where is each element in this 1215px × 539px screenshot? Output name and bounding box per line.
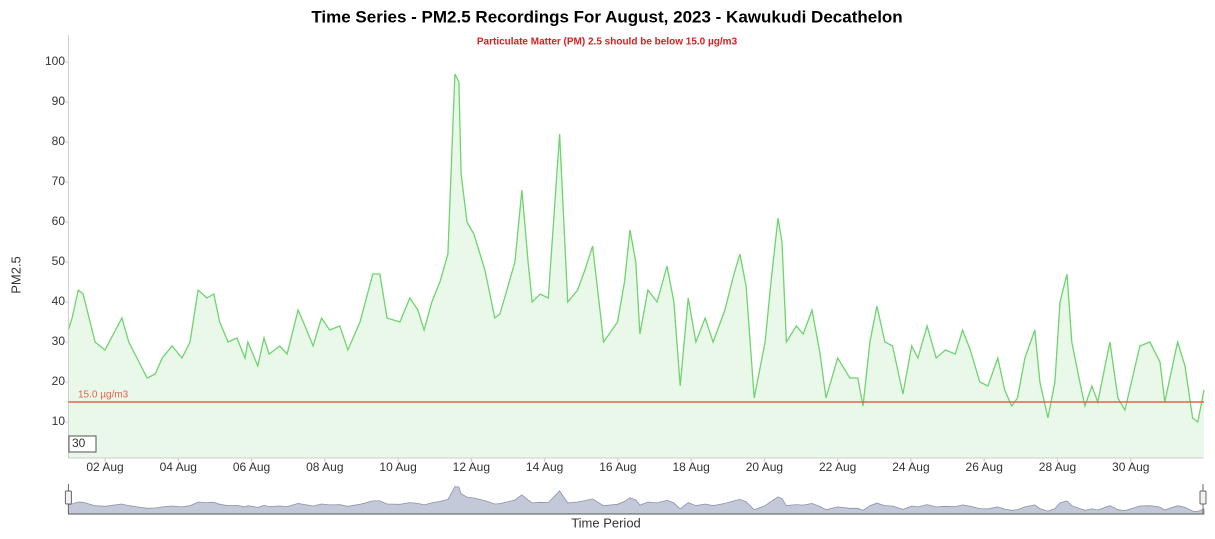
series-line <box>67 73 1205 424</box>
y-tick-label: 20 <box>52 374 66 388</box>
chart-title: Time Series - PM2.5 Recordings For Augus… <box>311 7 902 26</box>
area-fill <box>68 74 1204 458</box>
y-tick-label: 40 <box>52 294 66 308</box>
x-tick-label: 30 Aug <box>1112 460 1149 474</box>
y-tick-label: 60 <box>52 214 66 228</box>
x-tick-label: 28 Aug <box>1039 460 1076 474</box>
x-tick-label: 20 Aug <box>746 460 783 474</box>
x-tick-label: 12 Aug <box>453 460 490 474</box>
x-tick-label: 16 Aug <box>599 460 636 474</box>
y-tick-label: 30 <box>52 334 66 348</box>
x-tick-label: 02 Aug <box>86 460 123 474</box>
x-axis-label: Time Period <box>571 515 641 530</box>
x-tick-label: 22 Aug <box>819 460 856 474</box>
x-tick-label: 10 Aug <box>379 460 416 474</box>
zoom-label: 30 <box>72 436 86 450</box>
x-tick-label: 08 Aug <box>306 460 343 474</box>
y-axis-label: PM2.5 <box>8 256 23 294</box>
y-tick-label: 100 <box>45 54 65 68</box>
navigator-area <box>68 486 1205 515</box>
x-tick-label: 26 Aug <box>966 460 1003 474</box>
y-tick-label: 70 <box>52 174 66 188</box>
x-tick-label: 06 Aug <box>233 460 270 474</box>
y-tick-label: 90 <box>52 94 66 108</box>
x-tick-label: 24 Aug <box>892 460 929 474</box>
threshold-label: 15.0 µg/m3 <box>78 390 129 401</box>
navigator-handle[interactable] <box>64 490 72 505</box>
y-tick-label: 10 <box>52 414 66 428</box>
zoom-box <box>68 435 97 453</box>
x-tick-label: 04 Aug <box>160 460 197 474</box>
x-tick-label: 18 Aug <box>672 460 709 474</box>
chart-subtitle: Particulate Matter (PM) 2.5 should be be… <box>477 37 738 48</box>
y-tick-label: 80 <box>52 134 66 148</box>
x-tick-label: 14 Aug <box>526 460 563 474</box>
y-tick-label: 50 <box>52 254 66 268</box>
navigator-handle[interactable] <box>1199 490 1207 505</box>
